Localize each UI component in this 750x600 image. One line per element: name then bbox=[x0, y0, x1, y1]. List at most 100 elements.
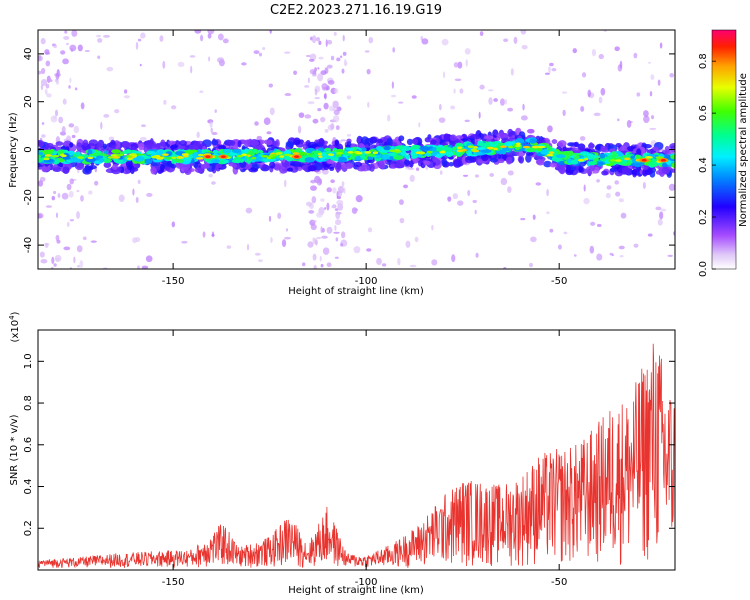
spectrogram-cell bbox=[440, 150, 446, 153]
spectrogram-cell bbox=[504, 98, 508, 105]
spectrogram-cell bbox=[590, 221, 596, 226]
spectrogram-cell bbox=[360, 164, 370, 172]
spectrogram-cell bbox=[231, 158, 241, 164]
spectrogram-cell bbox=[555, 154, 566, 159]
spectrogram-cell bbox=[196, 131, 200, 139]
spectrogram-cell bbox=[103, 162, 112, 168]
spectrogram-cell bbox=[77, 156, 84, 159]
spectrogram-cell bbox=[195, 167, 204, 174]
spectrogram-cell bbox=[615, 159, 622, 162]
spectrogram-cell bbox=[69, 157, 81, 163]
spectrogram-cell bbox=[470, 148, 477, 152]
spectrogram-cell bbox=[279, 155, 285, 158]
spectrogram-cell bbox=[418, 122, 421, 128]
spectrogram-cell bbox=[241, 62, 247, 66]
spectrogram-cell bbox=[366, 153, 376, 157]
spectrogram-cell bbox=[309, 53, 317, 61]
spectrogram-cell bbox=[655, 206, 662, 211]
spectrogram-cell bbox=[159, 164, 165, 173]
spectrogram-cell bbox=[96, 142, 102, 151]
spectrogram-cell bbox=[551, 139, 558, 144]
spectrogram-cell bbox=[293, 70, 298, 76]
colorbar-tick-label: 0.0 bbox=[698, 261, 709, 277]
spectrogram-cell bbox=[391, 81, 394, 89]
spectrogram-cell bbox=[443, 133, 450, 142]
spectrogram-cell bbox=[46, 75, 51, 83]
spectrogram-cell bbox=[103, 113, 110, 118]
spectrogram-cell bbox=[546, 188, 549, 197]
spectrogram-cell bbox=[44, 49, 50, 55]
spectrogram-cell bbox=[71, 30, 78, 37]
spectrogram-cell bbox=[73, 125, 80, 134]
spectrogram-cell bbox=[327, 39, 333, 45]
spectrogram-cell bbox=[318, 155, 323, 158]
colorbar-gradient bbox=[712, 30, 736, 269]
spectrogram-cell bbox=[268, 83, 273, 88]
spectrogram-cell bbox=[567, 150, 574, 157]
spectrogram-cell bbox=[320, 70, 327, 76]
spectrogram-cell bbox=[584, 157, 589, 161]
snr-series-line bbox=[38, 343, 675, 569]
spectrogram-cell bbox=[369, 136, 378, 144]
spectrogram-cell bbox=[60, 153, 65, 157]
spectrogram-cell bbox=[41, 122, 45, 125]
spectrogram-cell bbox=[177, 61, 185, 68]
spectrogram-cell bbox=[486, 146, 494, 150]
spectrogram-cell bbox=[311, 35, 317, 44]
spectrogram-cell bbox=[620, 212, 627, 219]
spectrogram-cell bbox=[77, 44, 83, 52]
spectrogram-cell bbox=[617, 118, 620, 122]
spectrogram-cell bbox=[368, 36, 374, 44]
spectrogram-cell bbox=[558, 244, 562, 250]
spectrogram-cell bbox=[277, 212, 282, 219]
spectrogram-cell bbox=[261, 154, 269, 158]
spectrogram-cell bbox=[307, 241, 314, 248]
spectrogram-cell bbox=[464, 48, 471, 55]
spectrogram-cell bbox=[405, 240, 411, 248]
spectrogram-cell bbox=[226, 245, 232, 249]
spectrogram-cell bbox=[169, 144, 180, 151]
spectrogram-cell bbox=[546, 153, 554, 157]
spectrogram-cell bbox=[164, 165, 171, 171]
spectrogram-cell bbox=[411, 155, 417, 160]
colorbar-tick-label: 0.2 bbox=[698, 209, 709, 225]
spectrogram-cell bbox=[383, 145, 391, 151]
spectrogram-cell bbox=[556, 151, 569, 156]
spectrogram-cell bbox=[619, 145, 627, 151]
spectrogram-cell bbox=[87, 149, 93, 156]
snr-xlabel: Height of straight line (km) bbox=[288, 585, 424, 596]
spectrogram-cell bbox=[312, 73, 317, 77]
spectrogram-cell bbox=[40, 37, 46, 45]
spectrogram-cell bbox=[381, 154, 390, 160]
spectrogram-cell bbox=[305, 201, 313, 207]
spectrogram-cell bbox=[106, 66, 114, 72]
spectrogram-cell bbox=[330, 179, 335, 184]
spectrogram-cell bbox=[581, 72, 587, 78]
spectrogram-cell bbox=[515, 138, 525, 144]
spectrogram-cell bbox=[414, 236, 419, 243]
spectrogram-cell bbox=[470, 134, 480, 140]
snr-y-tick-label: 0.6 bbox=[23, 437, 34, 453]
spectrogram-cell bbox=[217, 57, 225, 63]
spectrogram-cell bbox=[55, 72, 60, 80]
spectrogram-cell bbox=[69, 77, 72, 84]
spectrogram-cell bbox=[343, 58, 347, 67]
spectrogram-cell bbox=[547, 125, 553, 133]
spectrogram-cell bbox=[112, 156, 120, 159]
spectrogram-cell bbox=[114, 109, 120, 114]
spectrogram-cell bbox=[97, 55, 101, 59]
spectrogram-cell bbox=[258, 52, 263, 57]
spectrogram-cell bbox=[456, 149, 463, 153]
spectrogram-cell bbox=[513, 36, 518, 44]
spectrogram-cell bbox=[323, 93, 327, 99]
snr-ylabel: SNR (10 * v/v) bbox=[9, 414, 20, 485]
spectrogram-cell bbox=[88, 139, 99, 147]
spectrogram-cell bbox=[457, 146, 463, 150]
snr-frame bbox=[37, 329, 676, 571]
spectrogram-cell bbox=[322, 247, 330, 255]
spectrogram-cell bbox=[41, 165, 48, 173]
spectrogram-cell bbox=[387, 114, 391, 122]
spectrogram-cell bbox=[304, 114, 312, 119]
spectrogram-cell bbox=[51, 195, 56, 201]
spectrogram-cell bbox=[493, 147, 498, 151]
